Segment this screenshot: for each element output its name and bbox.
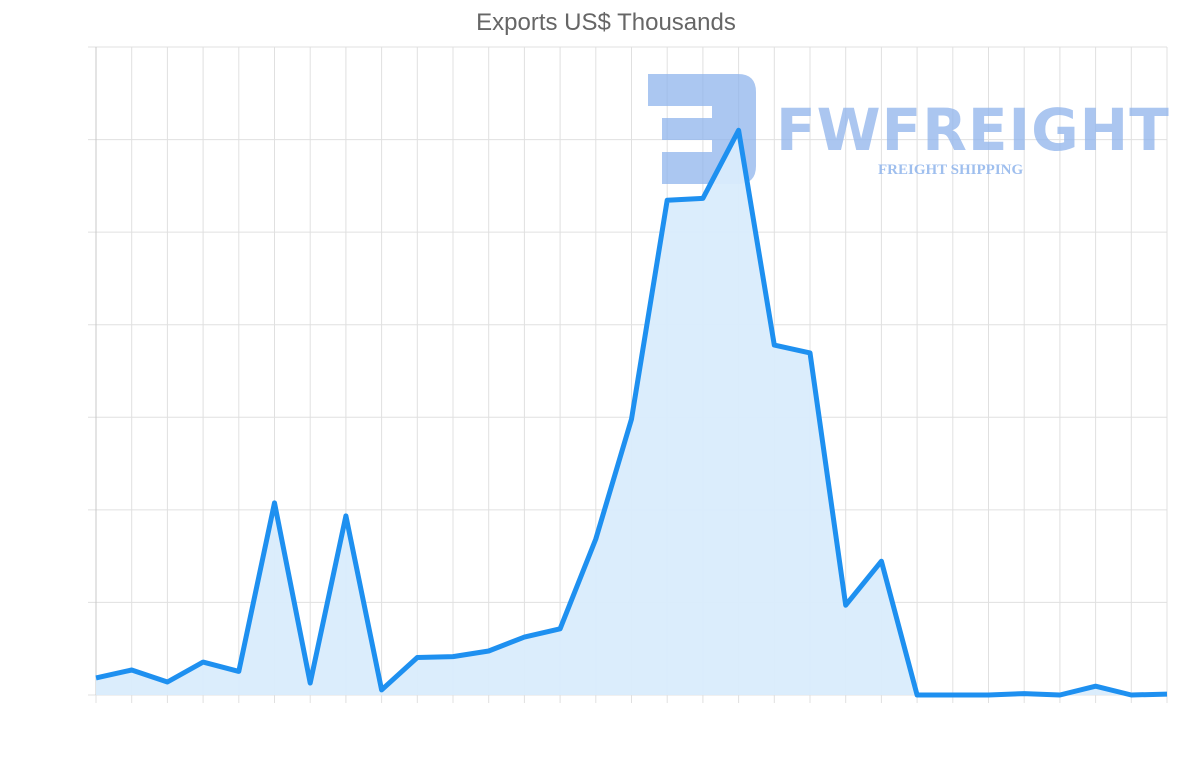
watermark-brand: FWFREIGHT bbox=[776, 96, 1170, 164]
watermark-logo: FWFREIGHT FREIGHT SHIPPING bbox=[648, 74, 1170, 184]
area-fill bbox=[96, 130, 1167, 696]
data-line bbox=[95, 127, 1168, 698]
chart-title: Exports US$ Thousands bbox=[476, 9, 736, 36]
watermark-tagline: FREIGHT SHIPPING bbox=[878, 162, 1023, 178]
